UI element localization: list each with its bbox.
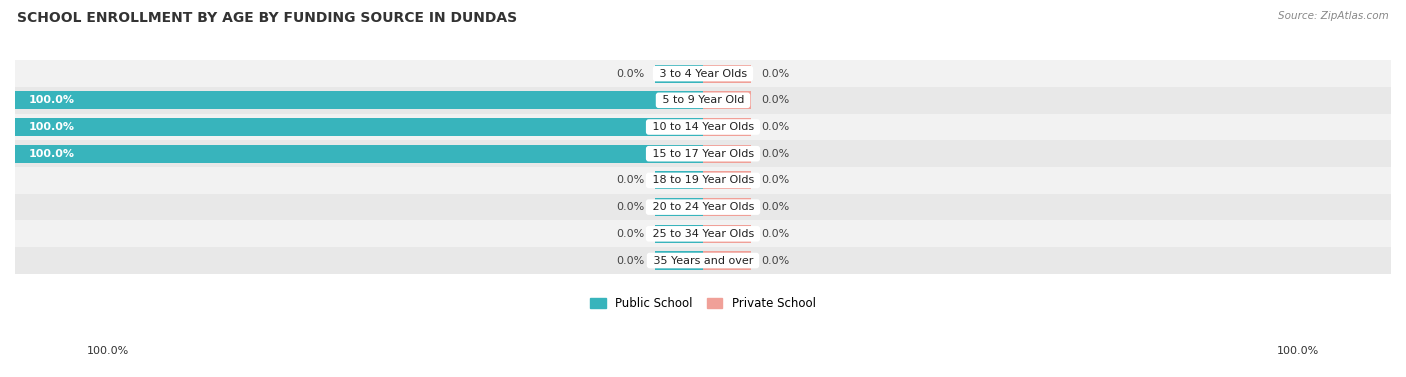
Text: 100.0%: 100.0% — [28, 95, 75, 105]
Bar — [703, 64, 751, 83]
Bar — [15, 118, 703, 136]
Text: 100.0%: 100.0% — [87, 346, 129, 356]
Text: 0.0%: 0.0% — [762, 229, 790, 239]
Bar — [15, 113, 1391, 140]
Bar — [15, 91, 703, 109]
Text: 0.0%: 0.0% — [762, 202, 790, 212]
Bar — [655, 251, 703, 270]
Bar — [15, 60, 1391, 87]
Text: Source: ZipAtlas.com: Source: ZipAtlas.com — [1278, 11, 1389, 21]
Bar — [15, 87, 1391, 113]
Bar — [703, 145, 751, 163]
Bar — [703, 91, 751, 109]
Text: 0.0%: 0.0% — [762, 175, 790, 185]
Bar — [15, 167, 1391, 194]
Text: 0.0%: 0.0% — [616, 202, 644, 212]
Bar — [15, 221, 1391, 247]
Text: 5 to 9 Year Old: 5 to 9 Year Old — [658, 95, 748, 105]
Text: SCHOOL ENROLLMENT BY AGE BY FUNDING SOURCE IN DUNDAS: SCHOOL ENROLLMENT BY AGE BY FUNDING SOUR… — [17, 11, 517, 25]
Bar — [655, 171, 703, 190]
Bar — [655, 225, 703, 243]
Bar — [703, 198, 751, 216]
Text: 0.0%: 0.0% — [616, 256, 644, 265]
Bar — [703, 171, 751, 190]
Text: 20 to 24 Year Olds: 20 to 24 Year Olds — [648, 202, 758, 212]
Text: 0.0%: 0.0% — [762, 95, 790, 105]
Text: 0.0%: 0.0% — [762, 256, 790, 265]
Text: 0.0%: 0.0% — [616, 69, 644, 78]
Text: 25 to 34 Year Olds: 25 to 34 Year Olds — [648, 229, 758, 239]
Text: 0.0%: 0.0% — [616, 229, 644, 239]
Text: 0.0%: 0.0% — [762, 122, 790, 132]
Text: 0.0%: 0.0% — [616, 175, 644, 185]
Text: 18 to 19 Year Olds: 18 to 19 Year Olds — [648, 175, 758, 185]
Text: 35 Years and over: 35 Years and over — [650, 256, 756, 265]
Bar — [703, 118, 751, 136]
Bar — [15, 247, 1391, 274]
Text: 10 to 14 Year Olds: 10 to 14 Year Olds — [648, 122, 758, 132]
Bar — [703, 225, 751, 243]
Bar — [703, 251, 751, 270]
Bar — [15, 194, 1391, 221]
Text: 0.0%: 0.0% — [762, 69, 790, 78]
Text: 3 to 4 Year Olds: 3 to 4 Year Olds — [655, 69, 751, 78]
Text: 100.0%: 100.0% — [28, 149, 75, 159]
Text: 100.0%: 100.0% — [28, 122, 75, 132]
Legend: Public School, Private School: Public School, Private School — [586, 293, 820, 315]
Bar — [655, 198, 703, 216]
Bar — [15, 145, 703, 163]
Text: 15 to 17 Year Olds: 15 to 17 Year Olds — [648, 149, 758, 159]
Bar — [655, 64, 703, 83]
Bar — [15, 140, 1391, 167]
Text: 0.0%: 0.0% — [762, 149, 790, 159]
Text: 100.0%: 100.0% — [1277, 346, 1319, 356]
